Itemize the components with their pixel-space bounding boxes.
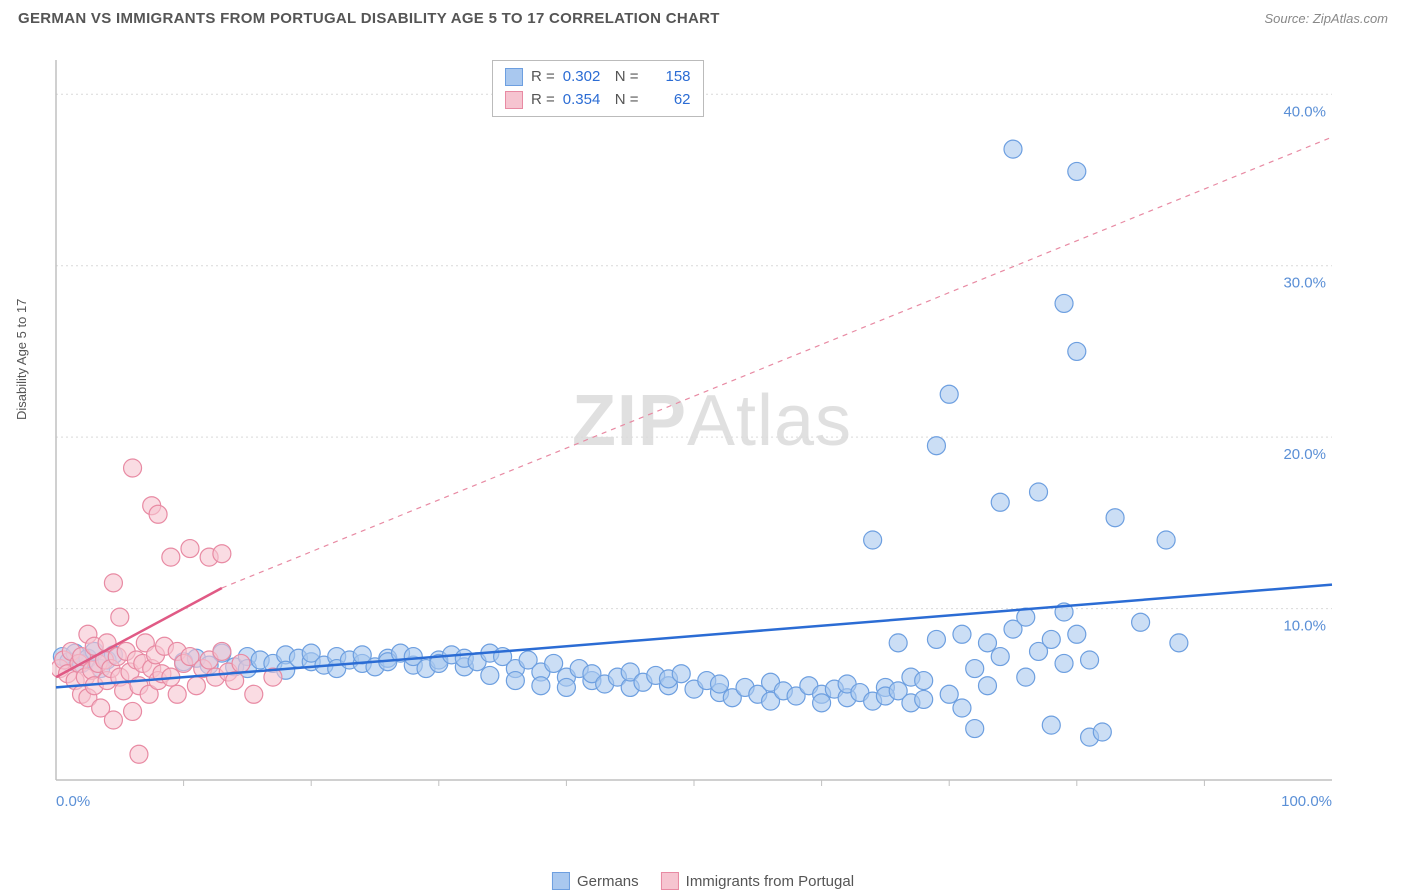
svg-text:10.0%: 10.0% bbox=[1283, 618, 1326, 635]
svg-text:30.0%: 30.0% bbox=[1283, 275, 1326, 292]
legend-label: Immigrants from Portugal bbox=[686, 873, 854, 890]
stats-row: R = 0.302 N = 158 bbox=[505, 66, 691, 89]
legend-swatch bbox=[661, 872, 679, 890]
stats-n-value: 158 bbox=[647, 66, 691, 89]
svg-text:100.0%: 100.0% bbox=[1281, 793, 1332, 810]
chart-title: GERMAN VS IMMIGRANTS FROM PORTUGAL DISAB… bbox=[18, 10, 720, 27]
svg-text:40.0%: 40.0% bbox=[1283, 103, 1326, 120]
stats-r-value: 0.302 bbox=[563, 66, 607, 89]
legend-label: Germans bbox=[577, 873, 639, 890]
legend-item: Immigrants from Portugal bbox=[661, 872, 854, 890]
svg-text:0.0%: 0.0% bbox=[56, 793, 90, 810]
stats-r-label: R = bbox=[531, 66, 555, 89]
stats-legend-box: R = 0.302 N = 158 R = 0.354 N = 62 bbox=[492, 60, 704, 117]
legend-swatch bbox=[552, 872, 570, 890]
legend-item: Germans bbox=[552, 872, 639, 890]
stats-swatch bbox=[505, 91, 523, 109]
stats-r-value: 0.354 bbox=[563, 89, 607, 112]
stats-n-label: N = bbox=[615, 89, 639, 112]
stats-swatch bbox=[505, 68, 523, 86]
stats-n-label: N = bbox=[615, 66, 639, 89]
series-legend: Germans Immigrants from Portugal bbox=[552, 872, 854, 890]
source-attribution: Source: ZipAtlas.com bbox=[1264, 11, 1388, 26]
stats-n-value: 62 bbox=[647, 89, 691, 112]
svg-text:20.0%: 20.0% bbox=[1283, 446, 1326, 463]
scatter-plot: 10.0% 20.0% 30.0% 40.0% 0.0% 100.0% bbox=[52, 56, 1372, 816]
stats-r-label: R = bbox=[531, 89, 555, 112]
stats-row: R = 0.354 N = 62 bbox=[505, 89, 691, 112]
chart-area: ZIPAtlas 10.0%20.0%30.0%40.0%0.0%100.0% … bbox=[52, 56, 1372, 816]
y-axis-label: Disability Age 5 to 17 bbox=[14, 299, 29, 420]
